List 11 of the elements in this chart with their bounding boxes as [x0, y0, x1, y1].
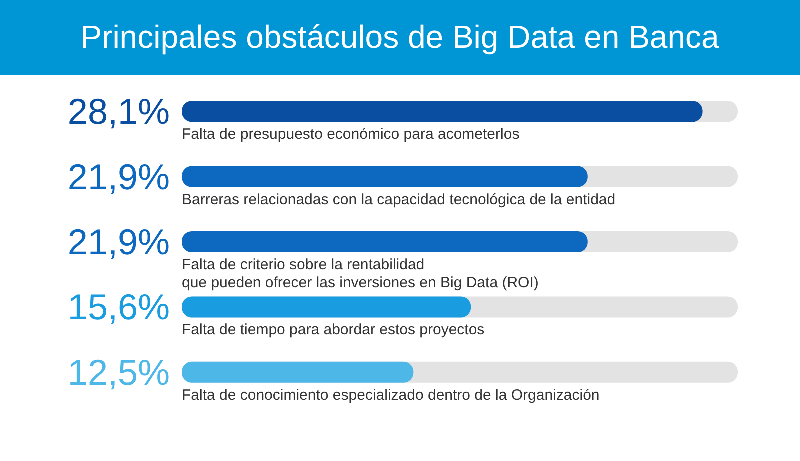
- data-label: 21,9%: [68, 222, 170, 262]
- data-label: 28,1%: [68, 91, 170, 132]
- y-tick-label: Falta de tiempo para abordar estos proyectos: [182, 322, 485, 339]
- y-tick-label: Falta de conocimiento especializado dentro de la Organización: [182, 386, 600, 404]
- data-label: 12,5%: [68, 352, 170, 393]
- chart-title: Principales obstáculos de Big Data en Banca: [0, 0, 800, 75]
- y-tick-label: Falta de criterio sobre la rentabilidad que pueden ofrecer las inversiones en Big Data (ROI): [182, 256, 539, 292]
- data-label: 21,9%: [68, 156, 170, 198]
- y-tick-label: Barreras relacionadas con la capacidad tecnológica de la entidad: [182, 191, 616, 208]
- y-tick-label: Falta de presupuesto económico para acometerlos: [182, 126, 520, 144]
- data-label: 15,6%: [68, 286, 170, 328]
